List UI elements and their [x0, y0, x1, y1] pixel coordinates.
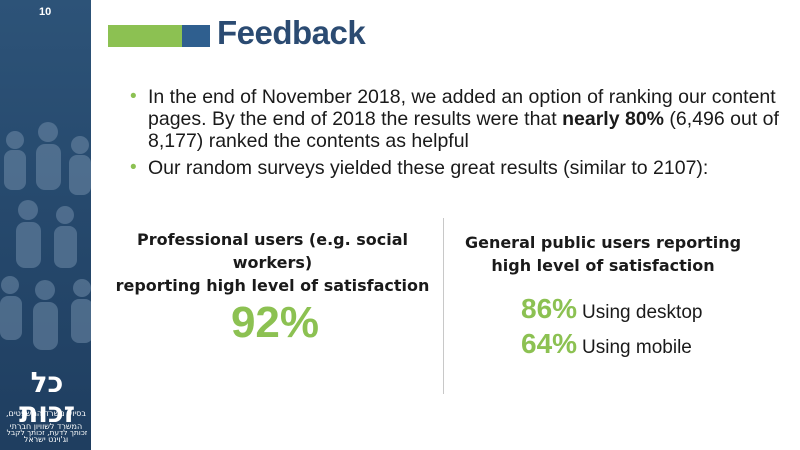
- bullet-text: In the end of November 2018, we added an…: [148, 86, 776, 130]
- heading-line: reporting high level of satisfaction: [115, 276, 430, 295]
- organization-logo: כל זכות זכותך לדעת, זכותך לקבל: [4, 368, 90, 438]
- partner-line: בסיוע משרד המשפטים,: [5, 409, 86, 418]
- professional-users-heading: Professional users (e.g. social workers)…: [105, 228, 440, 297]
- column-divider: [443, 218, 444, 394]
- slide-number: 10: [39, 6, 52, 18]
- partner-line: וג'וינט ישראל: [23, 435, 69, 444]
- bullet-item: • In the end of November 2018, we added …: [130, 86, 780, 152]
- mobile-label: Using mobile: [582, 337, 692, 358]
- heading-line: Professional users (e.g. social workers): [136, 230, 409, 272]
- bullet-dot-icon: •: [130, 86, 137, 107]
- partner-line: המשרד לשוויון חברתי: [9, 422, 83, 431]
- partners-credit: בסיוע משרד המשפטים, המשרד לשוויון חברתי …: [4, 407, 88, 446]
- bullet-emphasis: nearly 80%: [562, 108, 665, 130]
- desktop-percent: 86%: [521, 293, 578, 324]
- logo-tagline: זכותך לדעת, זכותך לקבל: [6, 428, 88, 437]
- bullet-item: • Our random surveys yielded these great…: [130, 157, 780, 179]
- bullet-text: Our random surveys yielded these great r…: [148, 157, 709, 179]
- crowd-background-image: [0, 122, 91, 350]
- bullet-dot-icon: •: [130, 157, 137, 178]
- bullet-list: • In the end of November 2018, we added …: [130, 86, 780, 184]
- desktop-stat: 86% Using desktop: [521, 293, 702, 325]
- sidebar-panel: 10 כל זכות זכותך לדעת, זכותך לקבל בסיוע …: [0, 0, 91, 450]
- bullet-text-end: (6,496 out of 8,177) ranked the contents…: [148, 108, 779, 152]
- logo-wordmark: כל זכות: [19, 366, 75, 429]
- heading-line: General public users reporting: [464, 233, 742, 252]
- title-accent-bar-blue: [182, 25, 210, 47]
- professional-satisfaction-percent: 92%: [230, 298, 320, 347]
- title-accent-bar-green: [108, 25, 182, 47]
- desktop-label: Using desktop: [582, 302, 703, 323]
- public-users-heading: General public users reporting high leve…: [458, 231, 748, 277]
- heading-line: high level of satisfaction: [491, 256, 715, 275]
- page-title: Feedback: [217, 14, 366, 51]
- mobile-percent: 64%: [521, 328, 578, 359]
- mobile-stat: 64% Using mobile: [521, 328, 692, 360]
